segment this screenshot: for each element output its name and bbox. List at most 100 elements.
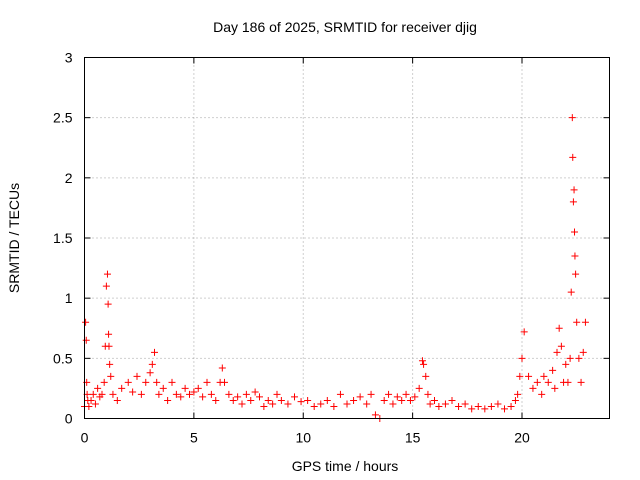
data-point (481, 405, 489, 413)
data-point (555, 324, 563, 332)
data-point (91, 400, 99, 408)
data-point (533, 378, 541, 386)
data-point (422, 372, 430, 380)
data-point (242, 390, 250, 398)
data-point (571, 252, 579, 260)
data-point (411, 393, 419, 401)
data-point (104, 300, 112, 308)
data-point (105, 330, 113, 338)
data-point (415, 384, 423, 392)
data-point (89, 390, 97, 398)
data-point (98, 390, 106, 398)
data-point (107, 372, 115, 380)
data-point (103, 270, 111, 278)
data-point (207, 390, 215, 398)
data-point (567, 288, 575, 296)
data-point (186, 390, 193, 398)
data-point (118, 384, 126, 392)
data-point (525, 372, 533, 380)
data-point (385, 390, 393, 398)
data-point (168, 378, 176, 386)
data-point (106, 360, 114, 368)
data-point (82, 318, 90, 326)
data-point (570, 186, 578, 194)
data-point (297, 398, 305, 406)
x-tick-label: 15 (405, 430, 421, 446)
data-point (194, 384, 202, 392)
data-point (455, 402, 463, 410)
data-point (529, 384, 537, 392)
y-tick-label: 0 (65, 411, 73, 427)
y-tick-label: 1.5 (53, 230, 73, 246)
data-point (273, 390, 281, 398)
data-point (441, 400, 449, 408)
data-point (87, 396, 95, 404)
data-point (221, 378, 228, 386)
data-point (94, 384, 102, 392)
y-tick-label: 2.5 (53, 110, 73, 126)
data-point (426, 400, 434, 408)
data-point (142, 378, 150, 386)
y-tick-label: 0.5 (53, 350, 73, 366)
data-point (218, 364, 226, 372)
data-point (562, 360, 570, 368)
data-point (406, 396, 414, 404)
data-point (113, 396, 121, 404)
data-point (435, 402, 443, 410)
data-point (148, 360, 156, 368)
data-point (310, 402, 318, 410)
data-point (264, 396, 272, 404)
data-point (431, 396, 438, 404)
data-point (573, 318, 581, 326)
plot-frame (84, 57, 610, 419)
data-point (568, 114, 576, 122)
data-point (260, 402, 268, 410)
data-point (129, 388, 137, 396)
data-point (393, 393, 401, 401)
data-point (389, 400, 397, 408)
data-point (448, 396, 456, 404)
data-point (564, 378, 572, 386)
data-point (251, 388, 259, 396)
data-point (402, 390, 410, 398)
data-point (577, 378, 585, 386)
data-point (317, 400, 325, 408)
data-point (229, 396, 237, 404)
data-point (511, 396, 519, 404)
data-point (124, 378, 132, 386)
x-axis-label: GPS time / hours (292, 458, 399, 474)
y-tick-label: 1 (65, 290, 73, 306)
data-point (238, 400, 246, 408)
data-point (323, 396, 331, 404)
data-point (172, 390, 180, 398)
data-point (330, 402, 338, 410)
data-point (181, 384, 189, 392)
data-point (203, 378, 211, 386)
data-point (544, 378, 552, 386)
data-point (579, 348, 587, 356)
data-point (569, 198, 577, 206)
axis-ticks: 0 0.5 1 1.5 2 2.5 3 0 5 10 15 20 (53, 50, 610, 446)
data-point (549, 366, 557, 374)
data-point (105, 342, 113, 350)
data-point (277, 396, 285, 404)
chart-title: Day 186 of 2025, SRMTID for receiver dji… (213, 19, 477, 35)
data-point (569, 153, 577, 161)
x-tick-label: 20 (514, 430, 530, 446)
data-point (553, 348, 561, 356)
data-point (516, 372, 524, 380)
data-point (291, 393, 298, 401)
data-point (146, 369, 154, 377)
data-point (212, 396, 220, 404)
data-point (566, 354, 574, 362)
data-point (501, 405, 508, 413)
data-point (284, 400, 292, 408)
data-series (81, 114, 589, 422)
x-tick-label: 5 (190, 430, 198, 446)
data-point (420, 360, 428, 368)
data-point (234, 393, 242, 401)
data-point (155, 390, 163, 398)
data-point (363, 400, 371, 408)
data-point (557, 342, 565, 350)
data-point (109, 390, 117, 398)
